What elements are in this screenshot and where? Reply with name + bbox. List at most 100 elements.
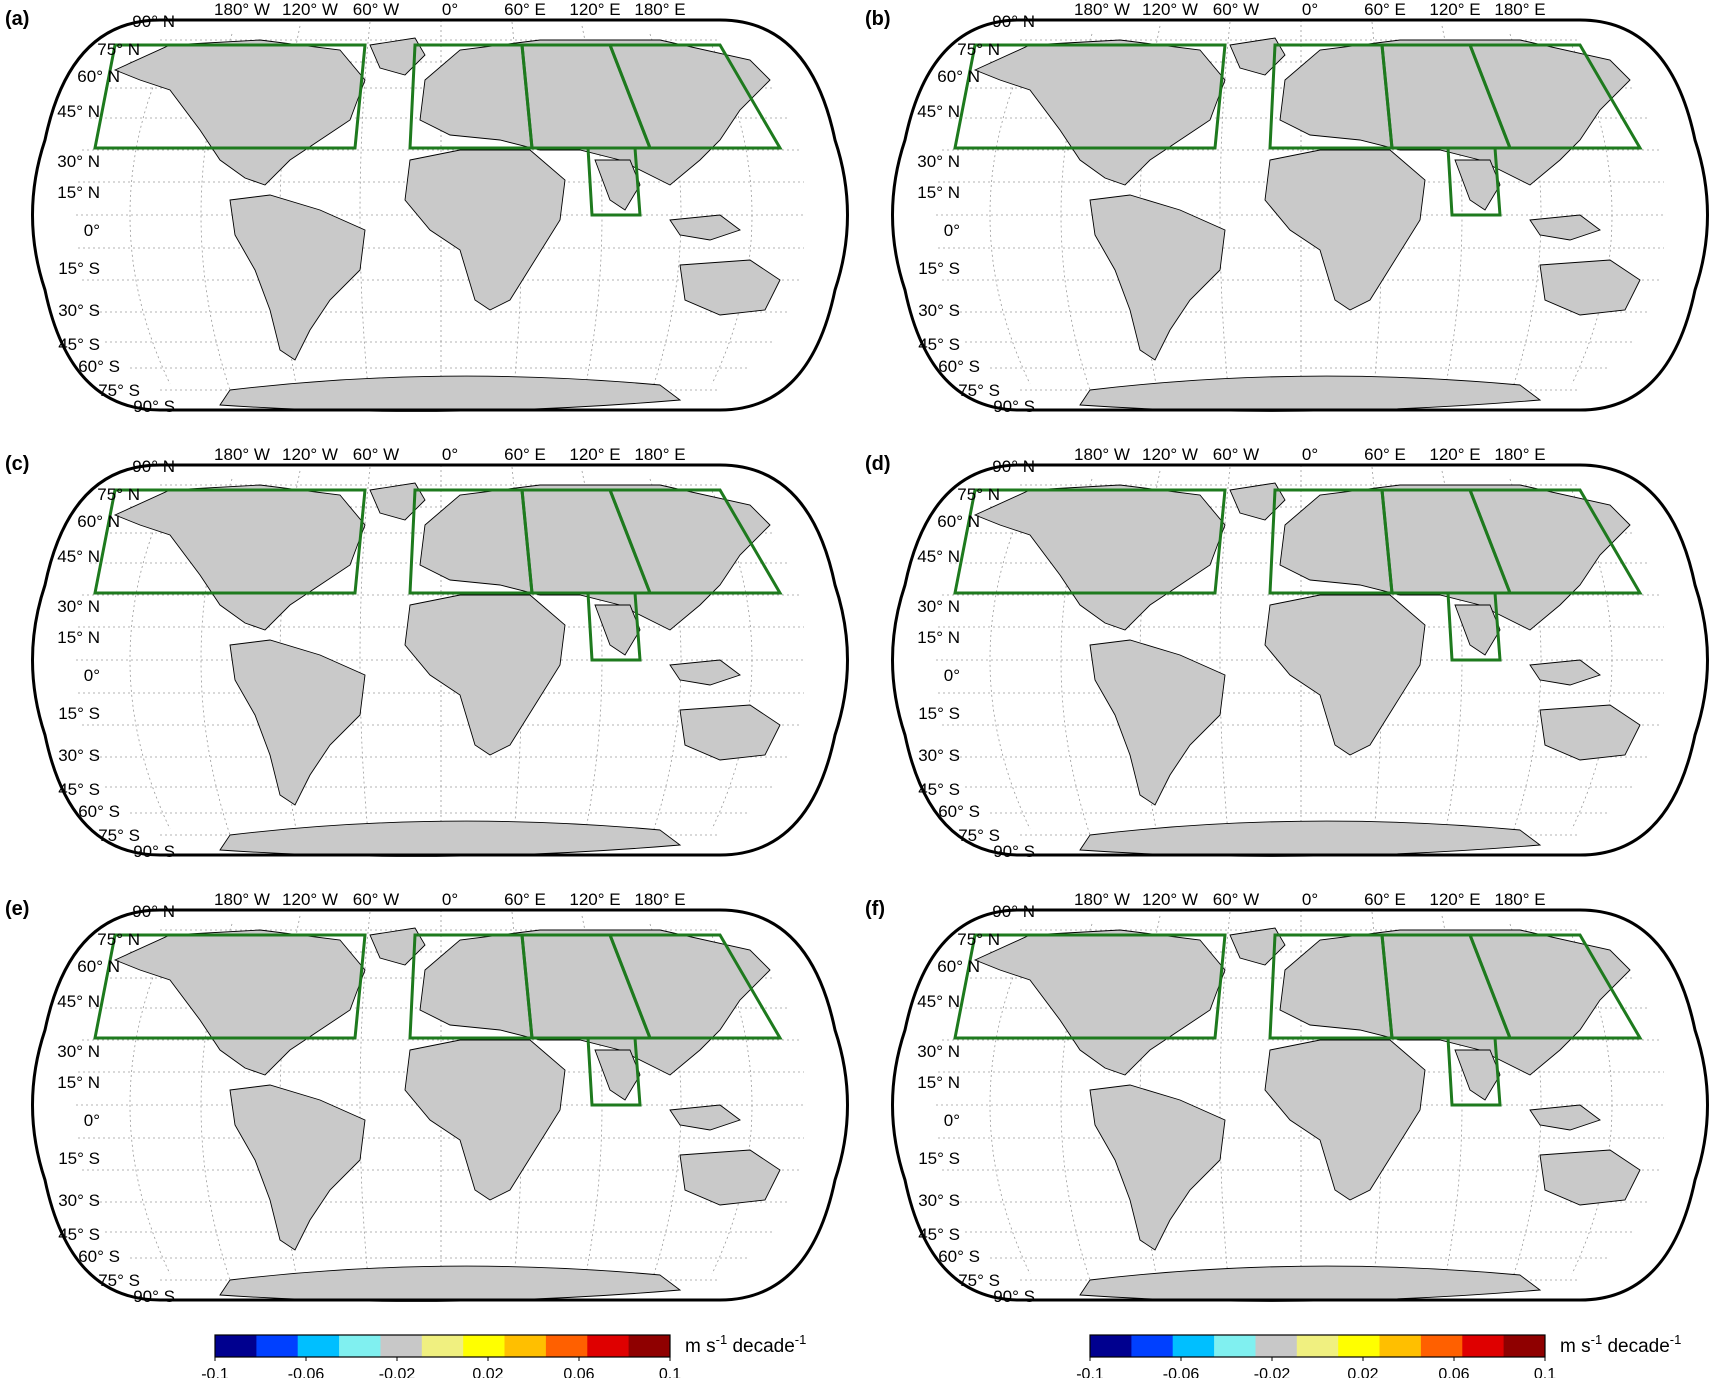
lat-tick-label: 45° S (58, 335, 100, 354)
colorbar-tick-label: 0.06 (1438, 1366, 1469, 1378)
lat-tick-label: 75° N (97, 930, 140, 949)
lat-tick-label: 45° N (57, 992, 100, 1011)
colorbar-swatch (545, 1335, 588, 1357)
lat-tick-label: 45° S (58, 780, 100, 799)
lat-tick-label: 30° S (918, 301, 960, 320)
lat-tick-label: 90° N (992, 457, 1035, 476)
lat-tick-label: 75° S (958, 826, 1000, 845)
lon-tick-label: 180° W (1074, 445, 1130, 464)
colorbar-swatch (339, 1335, 381, 1357)
colorbar: -0.1 -0.06 -0.02 0.02 0.06 0.1m s-1 decade-1 (201, 1332, 806, 1378)
world-map (891, 463, 1709, 858)
lon-tick-label: 180° E (1494, 0, 1545, 19)
colorbar-tick-label: 0.1 (1534, 1366, 1556, 1378)
colorbar-swatch (463, 1335, 506, 1357)
colorbar-tick-label: -0.1 (201, 1366, 229, 1378)
lat-tick-label: 60° S (78, 357, 120, 376)
lat-tick-label: 30° S (58, 746, 100, 765)
world-map (31, 908, 849, 1303)
lat-tick-label: 90° N (132, 12, 175, 31)
colorbar-swatch (1214, 1335, 1256, 1357)
lat-tick-label: 0° (84, 221, 100, 240)
lon-tick-label: 120° W (1142, 890, 1198, 909)
lat-tick-label: 15° N (917, 628, 960, 647)
lat-tick-label: 75° S (98, 826, 140, 845)
world-map (891, 908, 1709, 1303)
lat-tick-label: 15° S (918, 1149, 960, 1168)
lat-tick-label: 75° S (98, 381, 140, 400)
lat-tick-label: 0° (944, 1111, 960, 1130)
colorbar-swatch (1379, 1335, 1422, 1357)
lon-tick-label: 180° W (1074, 0, 1130, 19)
lat-tick-label: 15° S (918, 704, 960, 723)
colorbar-swatch (215, 1335, 257, 1357)
unit-main: m s (1560, 1336, 1591, 1357)
lat-tick-label: 30° S (58, 1191, 100, 1210)
lat-tick-label: 30° S (918, 746, 960, 765)
lon-tick-label: 120° E (569, 0, 620, 19)
lon-tick-label: 180° W (214, 445, 270, 464)
unit-mid: decade (727, 1336, 795, 1357)
lat-tick-label: 90° S (993, 842, 1035, 861)
lat-tick-label: 15° N (57, 1073, 100, 1092)
colorbar-swatch (1420, 1335, 1463, 1357)
unit-exponent: -1 (1670, 1332, 1682, 1347)
colorbar-frame (1089, 1334, 1546, 1358)
world-map (31, 463, 849, 858)
lat-tick-label: 45° N (57, 547, 100, 566)
colorbar-tick-label: -0.06 (288, 1366, 325, 1378)
lat-tick-label: 90° S (133, 842, 175, 861)
lon-tick-label: 0° (1302, 445, 1318, 464)
world-map (891, 18, 1709, 413)
panel-label: (d) (865, 453, 891, 475)
lon-tick-label: 60° W (1213, 0, 1259, 19)
lon-tick-label: 120° W (282, 445, 338, 464)
lon-tick-label: 120° E (569, 890, 620, 909)
colorbar-swatch (628, 1335, 671, 1357)
lat-tick-label: 75° S (98, 1271, 140, 1290)
lon-tick-label: 120° W (282, 890, 338, 909)
lon-tick-label: 180° E (634, 890, 685, 909)
lon-tick-label: 120° E (1429, 445, 1480, 464)
lat-tick-label: 90° S (133, 1287, 175, 1306)
unit-exponent: -1 (716, 1332, 728, 1347)
lat-tick-label: 0° (84, 666, 100, 685)
panel-label: (e) (5, 898, 29, 920)
colorbar-swatch (1338, 1335, 1381, 1357)
lat-tick-label: 60° S (938, 1247, 980, 1266)
colorbar-frame (214, 1334, 671, 1358)
lat-tick-label: 45° N (57, 102, 100, 121)
lat-tick-label: 30° N (917, 1042, 960, 1061)
lon-tick-label: 60° E (1364, 445, 1406, 464)
map-panel: (a) 180° W 120° W 60° W 0° 60° E 120° E 180° E 9… (5, 0, 849, 416)
colorbar-group: -0.1 -0.06 -0.02 0.02 0.06 0.1m s-1 decade-1-… (201, 1332, 1681, 1378)
colorbar-tick-label: -0.1 (1076, 1366, 1104, 1378)
lon-tick-label: 180° E (634, 445, 685, 464)
lat-tick-label: 75° N (957, 930, 1000, 949)
lat-tick-label: 30° S (918, 1191, 960, 1210)
colorbar: -0.1 -0.06 -0.02 0.02 0.06 0.1m s-1 decade-1 (1076, 1332, 1681, 1378)
lon-tick-label: 60° E (504, 445, 546, 464)
lat-tick-label: 90° N (132, 902, 175, 921)
colorbar-swatch (1503, 1335, 1546, 1357)
lat-tick-label: 90° N (132, 457, 175, 476)
lon-tick-label: 60° W (1213, 445, 1259, 464)
lon-tick-label: 120° W (1142, 445, 1198, 464)
lat-tick-label: 30° N (57, 1042, 100, 1061)
map-panel: (d) 180° W 120° W 60° W 0° 60° E 120° E 180° E 9… (865, 445, 1709, 861)
lat-tick-label: 45° N (917, 547, 960, 566)
lat-tick-label: 75° N (97, 485, 140, 504)
map-panel: (b) 180° W 120° W 60° W 0° 60° E 120° E 180° E 9… (865, 0, 1709, 416)
lat-tick-label: 90° N (992, 12, 1035, 31)
lon-tick-label: 0° (1302, 890, 1318, 909)
lon-tick-label: 0° (442, 0, 458, 19)
lon-tick-label: 180° E (634, 0, 685, 19)
lat-tick-label: 60° N (937, 957, 980, 976)
colorbar-unit: m s-1 decade-1 (1560, 1332, 1681, 1357)
lon-tick-label: 180° W (1074, 890, 1130, 909)
lat-tick-label: 90° S (993, 1287, 1035, 1306)
colorbar-tick-label: 0.1 (659, 1366, 681, 1378)
lat-tick-label: 45° N (917, 992, 960, 1011)
lat-tick-label: 60° N (77, 512, 120, 531)
lon-tick-label: 180° W (214, 0, 270, 19)
